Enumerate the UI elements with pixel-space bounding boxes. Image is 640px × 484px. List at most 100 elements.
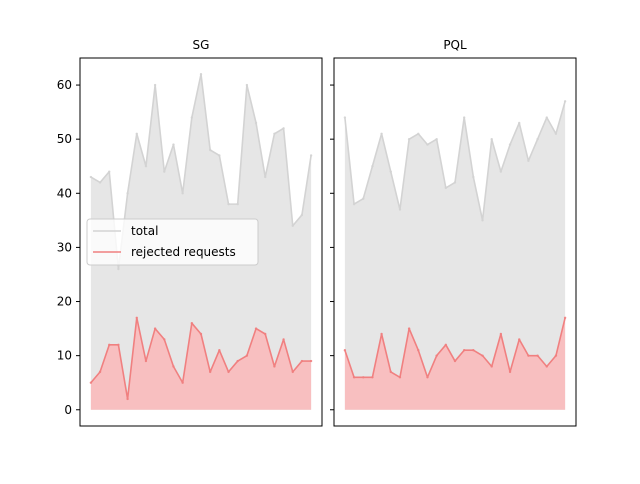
data-point-total (153, 83, 157, 87)
data-point-rejected (444, 343, 448, 347)
data-point-total (518, 121, 521, 125)
data-point-total (126, 192, 129, 195)
data-point-rejected (309, 359, 313, 363)
data-point-total (444, 186, 448, 190)
data-point-rejected (536, 354, 539, 357)
data-point-total (435, 137, 438, 141)
area-rejected (344, 317, 566, 410)
data-point-rejected (254, 327, 258, 330)
data-point-total (352, 202, 356, 206)
data-point-rejected (89, 381, 93, 384)
data-point-total (362, 197, 365, 200)
data-point-total (282, 127, 285, 130)
data-point-rejected (426, 376, 429, 379)
data-point-total (163, 170, 166, 173)
data-point-rejected (462, 349, 466, 352)
data-point-total (89, 175, 93, 179)
data-point-total (245, 83, 249, 87)
data-point-rejected (273, 365, 276, 368)
legend: total rejected requests (86, 218, 259, 266)
data-point-total (545, 116, 548, 119)
data-point-total (135, 132, 138, 135)
data-point-rejected (490, 365, 493, 368)
y-tick-label: 0 (64, 403, 72, 417)
data-point-total (380, 132, 383, 135)
data-point-rejected (398, 376, 402, 379)
data-point-total (300, 213, 304, 217)
data-point-total (481, 219, 484, 222)
data-point-total (236, 202, 239, 206)
axes-frame (333, 57, 577, 427)
data-point-rejected (236, 359, 239, 363)
data-point-total (472, 175, 475, 179)
data-point-rejected (389, 370, 392, 374)
data-point-rejected (417, 349, 420, 352)
data-point-total (536, 137, 539, 141)
data-point-rejected (343, 349, 347, 352)
y-tick-label: 60 (57, 78, 72, 92)
data-point-rejected (199, 332, 203, 336)
data-point-total (554, 132, 558, 135)
data-point-total (117, 267, 120, 271)
data-point-rejected (300, 359, 304, 363)
y-tick-label: 40 (57, 186, 72, 200)
data-point-total (417, 132, 420, 135)
data-point-rejected (380, 332, 383, 336)
data-point-rejected (153, 327, 157, 330)
y-tick-label: 30 (57, 240, 72, 254)
data-point-total (490, 137, 493, 141)
data-point-total (508, 143, 512, 146)
data-point-total (371, 165, 374, 168)
data-point-rejected (117, 343, 120, 347)
data-point-rejected (407, 327, 411, 330)
axes-frame (79, 57, 323, 427)
y-tick-label: 20 (57, 295, 72, 309)
data-point-total (453, 181, 457, 184)
data-point-rejected (172, 365, 175, 368)
data-point-rejected (508, 370, 512, 374)
data-point-rejected (527, 354, 530, 357)
data-point-total (208, 148, 212, 152)
data-point-rejected (453, 359, 457, 363)
data-point-rejected (208, 370, 212, 374)
data-point-total (227, 202, 230, 206)
data-point-rejected (352, 376, 356, 379)
area-total (344, 101, 566, 410)
data-point-total (181, 192, 184, 195)
data-point-rejected (499, 332, 503, 336)
data-point-rejected (481, 354, 484, 357)
legend-label: rejected requests (131, 245, 236, 259)
data-point-total (144, 165, 148, 168)
data-point-rejected (362, 376, 365, 379)
data-point-total (108, 170, 111, 173)
data-point-rejected (98, 370, 102, 374)
data-point-rejected (144, 359, 148, 363)
data-point-rejected (282, 338, 285, 341)
data-point-total (407, 137, 411, 141)
data-point-total (218, 154, 221, 157)
y-tick-label: 10 (57, 349, 72, 363)
data-point-total (199, 73, 203, 76)
data-point-total (563, 100, 567, 103)
data-point-total (309, 154, 313, 157)
data-point-total (343, 116, 347, 119)
data-point-total (98, 181, 102, 184)
data-point-rejected (227, 370, 230, 374)
data-point-rejected (218, 349, 221, 352)
data-point-rejected (545, 365, 548, 368)
data-point-rejected (371, 376, 374, 379)
data-point-total (398, 208, 402, 211)
panel-title: PQL (443, 38, 467, 52)
data-point-total (426, 143, 429, 146)
data-point-rejected (126, 397, 129, 401)
legend-box (86, 218, 259, 266)
data-point-total (291, 224, 294, 227)
data-point-total (254, 121, 258, 125)
data-point-total (264, 175, 267, 179)
data-point-rejected (264, 332, 267, 336)
data-point-rejected (554, 354, 558, 357)
data-point-rejected (190, 321, 194, 325)
data-point-total (462, 116, 466, 119)
data-point-rejected (435, 354, 438, 357)
